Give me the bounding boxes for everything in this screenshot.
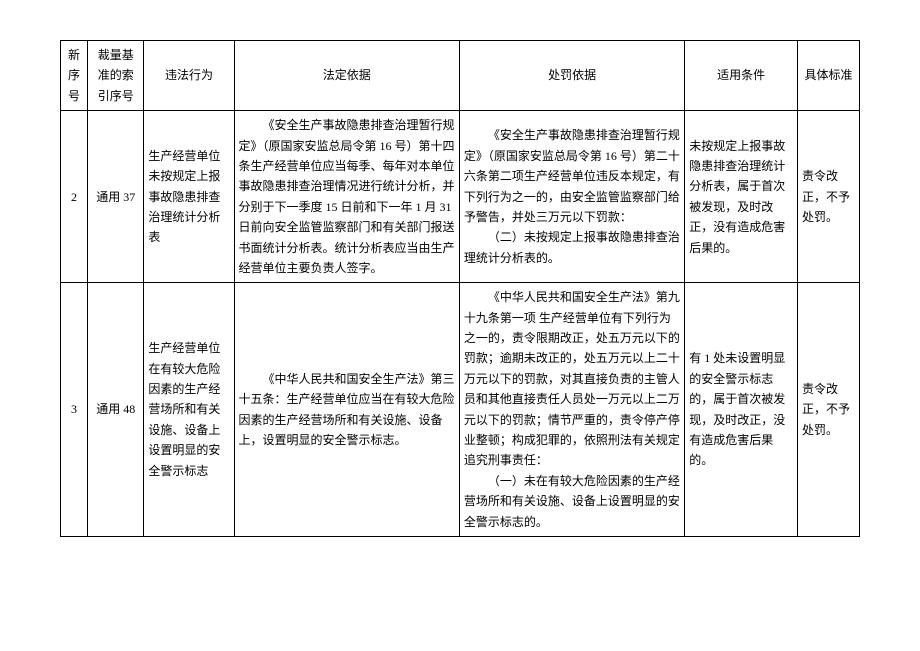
header-idx: 裁量基准的索引序号 [88, 41, 144, 111]
header-legal: 法定依据 [234, 41, 459, 111]
cell-std: 责令改正，不予处罚。 [797, 283, 859, 537]
header-behavior: 违法行为 [144, 41, 234, 111]
header-penalty: 处罚依据 [459, 41, 684, 111]
legal-para: 《中华人民共和国安全生产法》第三十五条：生产经营单位应当在有较大危险因素的生产经… [239, 369, 455, 451]
header-std: 具体标准 [797, 41, 859, 111]
table-header-row: 新序号 裁量基准的索引序号 违法行为 法定依据 处罚依据 适用条件 具体标准 [61, 41, 860, 111]
cell-cond: 有 1 处未设置明显的安全警示标志的，属于首次被发现，及时改正，没有造成危害后果… [685, 283, 798, 537]
penalty-para-2: （一）未在有较大危险因素的生产经营场所和有关设施、设备上设置明显的安全警示标志的… [464, 471, 680, 532]
cell-penalty: 《中华人民共和国安全生产法》第九十九条第一项 生产经营单位有下列行为之一的，责令… [459, 283, 684, 537]
cell-cond: 未按规定上报事故隐患排查治理统计分析表，属于首次被发现，及时改正，没有造成危害后… [685, 111, 798, 283]
legal-para: 《安全生产事故隐患排查治理暂行规定》（原国家安监总局令第 16 号）第十四条生产… [239, 115, 455, 278]
header-cond: 适用条件 [685, 41, 798, 111]
header-seq: 新序号 [61, 41, 88, 111]
table-row: 3 通用 48 生产经营单位在有较大危险因素的生产经营场所和有关设施、设备上设置… [61, 283, 860, 537]
cell-idx: 通用 48 [88, 283, 144, 537]
table-row: 2 通用 37 生产经营单位未按规定上报事故隐患排查治理统计分析表 《安全生产事… [61, 111, 860, 283]
penalty-para-2: （二）未按规定上报事故隐患排查治理统计分析表的。 [464, 227, 680, 268]
cell-seq: 2 [61, 111, 88, 283]
cell-seq: 3 [61, 283, 88, 537]
cell-behavior: 生产经营单位未按规定上报事故隐患排查治理统计分析表 [144, 111, 234, 283]
penalty-standard-table: 新序号 裁量基准的索引序号 违法行为 法定依据 处罚依据 适用条件 具体标准 2… [60, 40, 860, 537]
cell-legal: 《安全生产事故隐患排查治理暂行规定》（原国家安监总局令第 16 号）第十四条生产… [234, 111, 459, 283]
penalty-para-1: 《安全生产事故隐患排查治理暂行规定》（原国家安监总局令第 16 号）第二十六条第… [464, 125, 680, 227]
cell-legal: 《中华人民共和国安全生产法》第三十五条：生产经营单位应当在有较大危险因素的生产经… [234, 283, 459, 537]
cell-std: 责令改正，不予处罚。 [797, 111, 859, 283]
cell-behavior: 生产经营单位在有较大危险因素的生产经营场所和有关设施、设备上设置明显的安全警示标… [144, 283, 234, 537]
cell-idx: 通用 37 [88, 111, 144, 283]
cell-penalty: 《安全生产事故隐患排查治理暂行规定》（原国家安监总局令第 16 号）第二十六条第… [459, 111, 684, 283]
penalty-para-1: 《中华人民共和国安全生产法》第九十九条第一项 生产经营单位有下列行为之一的，责令… [464, 287, 680, 471]
